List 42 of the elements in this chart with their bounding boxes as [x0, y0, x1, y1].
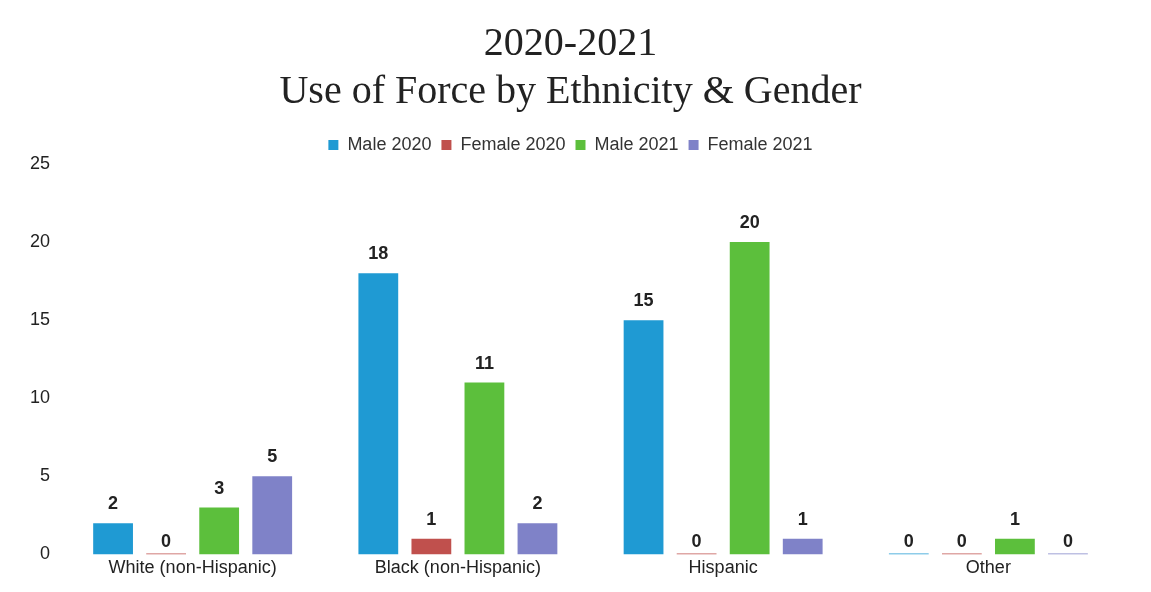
bar	[93, 523, 133, 555]
data-label: 11	[474, 352, 494, 373]
y-tick-label: 0	[40, 543, 51, 564]
y-tick-label: 5	[40, 465, 51, 486]
data-label: 15	[633, 290, 654, 311]
data-label: 18	[368, 243, 389, 264]
data-label: 5	[267, 446, 278, 467]
legend-label: Male 2020	[347, 133, 432, 154]
data-label: 2	[108, 493, 119, 514]
bar	[252, 476, 293, 555]
y-tick-label: 10	[29, 387, 51, 408]
chart-title: 2020-2021 Use of Force by Ethnicity & Gender	[279, 18, 862, 112]
legend-label: Female 2021	[707, 133, 813, 154]
data-label: 3	[214, 477, 225, 498]
x-tick-label: Black (non-Hispanic)	[374, 557, 541, 578]
data-label: 1	[797, 508, 808, 529]
data-label: 0	[161, 531, 172, 552]
data-label: 20	[739, 212, 760, 233]
data-label: 1	[426, 508, 437, 529]
bar	[199, 507, 240, 555]
x-tick-label: Hispanic	[688, 557, 758, 578]
x-tick-label: White (non-Hispanic)	[108, 557, 277, 578]
y-tick-label: 25	[29, 152, 51, 173]
x-tick-label: Other	[965, 557, 1011, 578]
data-label: 2	[532, 493, 543, 514]
y-tick-label: 15	[29, 309, 51, 330]
y-tick-label: 20	[29, 231, 51, 252]
bar	[995, 538, 1035, 555]
bar	[729, 242, 770, 555]
data-label: 0	[1062, 531, 1073, 552]
bar	[517, 523, 558, 555]
data-label: 0	[691, 531, 702, 552]
data-label: 0	[903, 531, 914, 552]
bar	[358, 273, 399, 555]
legend-label: Female 2020	[460, 133, 566, 154]
bar	[623, 320, 664, 555]
legend-label: Male 2021	[594, 133, 679, 154]
data-label: 0	[956, 531, 967, 552]
bar	[782, 538, 823, 555]
bar	[411, 538, 452, 555]
bar	[464, 382, 505, 555]
data-label: 1	[1009, 508, 1020, 529]
